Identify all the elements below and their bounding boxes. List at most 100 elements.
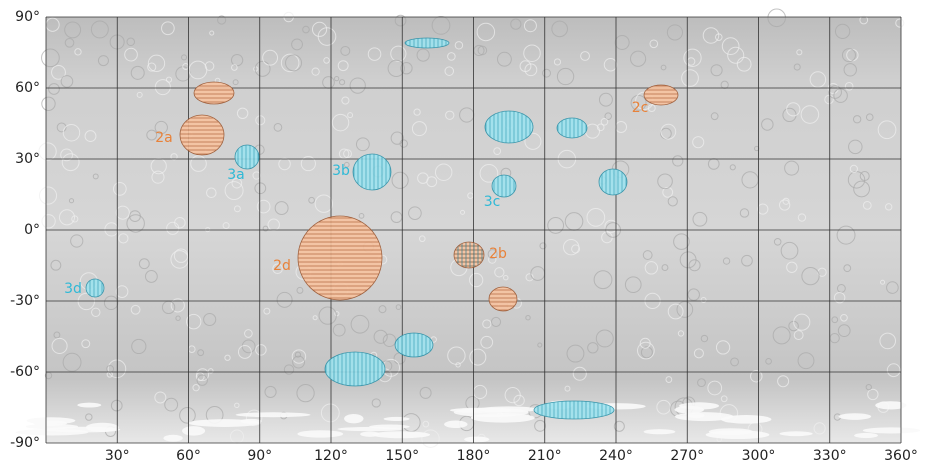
crater [720, 80, 729, 89]
crater [741, 254, 753, 267]
labels: 30° 60° 90° 120° 150° 180° 210° 240° 270° 300° 330… [10, 9, 918, 464]
region-outline [85, 278, 105, 298]
crater [727, 46, 745, 64]
crater [390, 131, 404, 145]
crater [276, 291, 293, 308]
region-outline [484, 110, 534, 144]
crater [604, 219, 618, 233]
crater [886, 281, 899, 294]
crater [796, 49, 803, 56]
crater [782, 197, 790, 205]
crater [865, 113, 874, 122]
crater [311, 67, 320, 76]
crater [613, 420, 625, 432]
crater [175, 315, 181, 321]
crater [145, 270, 158, 283]
crater [283, 364, 295, 375]
crater [314, 194, 334, 213]
crater [254, 60, 271, 77]
crater [371, 398, 381, 408]
crater [880, 279, 886, 285]
crater [551, 20, 568, 38]
crater [841, 48, 856, 63]
crater [809, 71, 827, 88]
crater [337, 60, 349, 72]
crater [179, 407, 196, 424]
crater [264, 385, 277, 398]
crater [580, 51, 590, 61]
crater [895, 18, 905, 28]
crater [444, 66, 455, 76]
crater [630, 94, 647, 111]
crater [350, 314, 370, 334]
crater [469, 272, 484, 288]
crater [391, 171, 409, 189]
crater [482, 319, 492, 329]
crater [534, 419, 547, 432]
crater [859, 171, 870, 182]
ice [674, 405, 705, 414]
region-outline [556, 117, 588, 139]
region-label: 3b [332, 163, 350, 179]
crater [797, 213, 807, 222]
crater [707, 380, 723, 396]
crater [692, 211, 708, 227]
crater [503, 274, 509, 281]
crater [667, 196, 678, 207]
crater [231, 177, 243, 189]
ice [77, 402, 102, 408]
crater [334, 311, 340, 317]
crater [494, 267, 505, 278]
ice [708, 428, 754, 435]
crater [707, 158, 720, 170]
crater [196, 374, 208, 386]
crater [843, 264, 852, 273]
region-label: 3d [64, 281, 82, 297]
crater [151, 170, 165, 184]
crater [48, 83, 60, 95]
ice [235, 412, 311, 418]
crater [91, 307, 101, 317]
crater [780, 241, 799, 260]
region-outline [453, 241, 485, 269]
crater [51, 64, 66, 80]
crater [596, 123, 605, 132]
crater [408, 206, 422, 220]
crater [318, 306, 337, 325]
crater [138, 258, 150, 270]
crater [254, 182, 267, 195]
crater [547, 217, 565, 234]
crater [115, 205, 130, 220]
crater [115, 285, 129, 298]
crater [490, 316, 502, 327]
crater [147, 62, 157, 72]
crater [110, 399, 123, 412]
crater [824, 94, 834, 105]
ice [85, 422, 119, 433]
crater [204, 61, 215, 71]
crater [300, 155, 316, 172]
crater [721, 37, 740, 55]
crater [657, 173, 673, 190]
crater [793, 313, 811, 331]
crater [537, 342, 543, 348]
crater [263, 307, 271, 315]
crater [800, 105, 820, 124]
crater [510, 18, 522, 30]
crater [61, 153, 80, 172]
crater [513, 394, 525, 407]
crater [74, 48, 82, 56]
crater [488, 255, 497, 264]
crater [688, 259, 701, 272]
crater [700, 296, 707, 304]
crater [786, 261, 798, 273]
crater [853, 180, 870, 198]
crater [697, 378, 706, 388]
crater [421, 429, 440, 448]
crater [41, 48, 60, 68]
crater [539, 242, 547, 250]
crater [343, 161, 350, 168]
crater [843, 63, 857, 77]
crater [859, 15, 869, 25]
ice [444, 420, 468, 429]
